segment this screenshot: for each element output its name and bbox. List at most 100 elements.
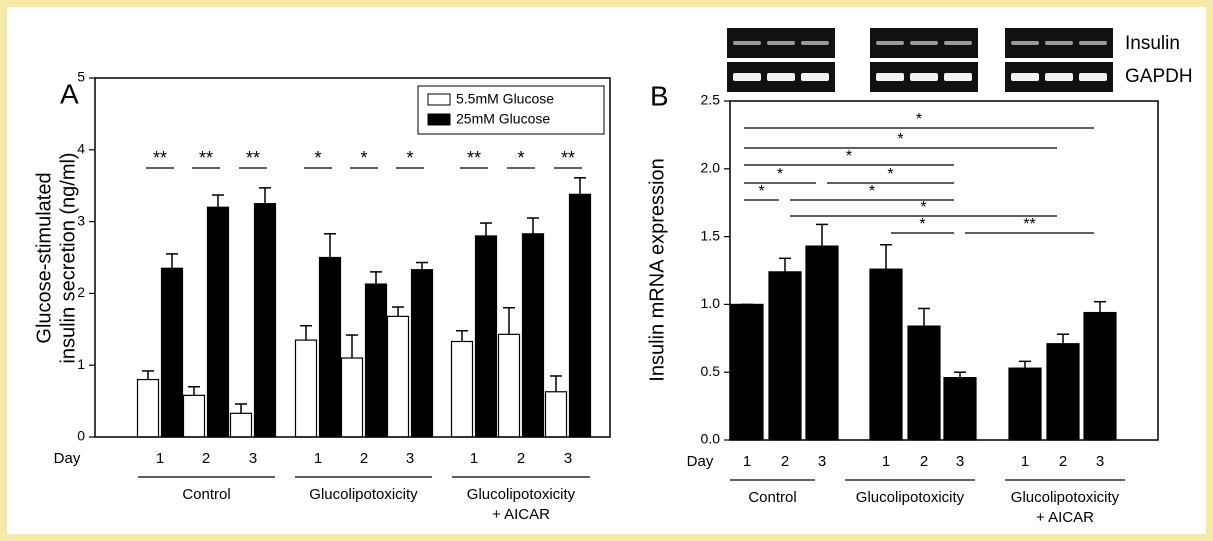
bar — [184, 395, 205, 437]
gel-band — [733, 41, 761, 45]
page: A Glucose-stimulatedinsulin secretion (ng… — [0, 0, 1213, 541]
group-label: Glucolipotoxicity — [309, 486, 418, 503]
bar — [731, 304, 763, 440]
y-tick-label: 4 — [77, 141, 85, 157]
group-label: Control — [182, 486, 230, 503]
gel-band — [1079, 73, 1107, 81]
x-tick-label: 2 — [920, 453, 928, 470]
x-tick-label: 1 — [470, 450, 478, 467]
comparison-label: * — [897, 131, 903, 148]
y-tick-label: 0.0 — [701, 431, 721, 447]
group-label: + AICAR — [492, 506, 550, 523]
bar — [908, 326, 940, 440]
bar — [138, 380, 159, 437]
y-axis-label: Insulin mRNA expression — [646, 158, 668, 381]
legend-label: 5.5mM Glucose — [456, 91, 554, 107]
x-tick-label: 1 — [1021, 453, 1029, 470]
gel-band — [910, 73, 938, 81]
bar — [296, 340, 317, 437]
gel-band — [1011, 41, 1039, 45]
x-tick-label: 2 — [517, 450, 525, 467]
bar — [1009, 368, 1041, 440]
y-tick-label: 1.0 — [701, 295, 721, 311]
x-tick-label: 3 — [818, 453, 826, 470]
bar — [366, 284, 387, 437]
bar — [452, 342, 473, 437]
x-tick-label: 3 — [1096, 453, 1104, 470]
group-label: Control — [748, 489, 796, 506]
comparison-label: * — [919, 216, 925, 233]
x-tick-label: 3 — [564, 450, 572, 467]
x-tick-label: 1 — [156, 450, 164, 467]
significance-label: ** — [199, 148, 213, 168]
x-tick-label: 3 — [406, 450, 414, 467]
x-tick-label: 1 — [882, 453, 890, 470]
comparison-label: * — [920, 199, 926, 216]
significance-label: * — [314, 148, 321, 168]
legend-label: 25mM Glucose — [456, 111, 550, 127]
bar — [476, 236, 497, 437]
y-tick-label: 2.0 — [701, 160, 721, 176]
gel-band — [801, 41, 829, 45]
significance-label: * — [517, 148, 524, 168]
comparison-label: * — [777, 166, 783, 183]
comparison-label: * — [846, 148, 852, 165]
y-axis-label: Glucose-stimulated — [33, 172, 55, 343]
bar — [570, 194, 591, 437]
gel-band — [1079, 41, 1107, 45]
gel-band — [733, 73, 761, 81]
significance-label: * — [360, 148, 367, 168]
bar — [388, 316, 409, 437]
y-tick-label: 1.5 — [701, 227, 721, 243]
comparison-label: * — [887, 166, 893, 183]
y-tick-label: 1 — [77, 356, 85, 372]
x-tick-label: 2 — [781, 453, 789, 470]
y-tick-label: 2.5 — [701, 92, 721, 108]
group-label: Glucolipotoxicity — [1011, 489, 1120, 506]
legend-swatch — [428, 114, 450, 125]
group-label: + AICAR — [1036, 509, 1094, 526]
bar — [412, 270, 433, 437]
gel-band — [876, 73, 904, 81]
bar — [162, 268, 183, 437]
gel-band — [767, 41, 795, 45]
bar — [255, 204, 276, 437]
gel-band — [1011, 73, 1039, 81]
comparison-label: * — [758, 183, 764, 200]
panel-label: A — [60, 78, 79, 109]
gel-label: Insulin — [1125, 33, 1180, 54]
x-tick-label: 3 — [249, 450, 257, 467]
y-axis-label: insulin secretion (ng/ml) — [57, 152, 79, 363]
x-tick-label: 2 — [360, 450, 368, 467]
y-tick-label: 2 — [77, 284, 85, 300]
bar — [208, 207, 229, 437]
gel-band — [767, 73, 795, 81]
day-label: Day — [54, 450, 81, 467]
gel-band — [1045, 73, 1073, 81]
gel-band — [944, 73, 972, 81]
x-tick-label: 1 — [314, 450, 322, 467]
comparison-label: * — [916, 111, 922, 128]
y-tick-label: 0 — [77, 428, 85, 444]
y-tick-label: 3 — [77, 212, 85, 228]
gel-band — [944, 41, 972, 45]
gel-band — [910, 41, 938, 45]
significance-label: ** — [561, 148, 575, 168]
bar — [870, 269, 902, 440]
bar — [769, 272, 801, 440]
x-tick-label: 2 — [1059, 453, 1067, 470]
bar — [231, 413, 252, 437]
day-label: Day — [687, 453, 714, 470]
bar — [806, 246, 838, 440]
legend-swatch — [428, 94, 450, 105]
bar — [499, 334, 520, 437]
y-tick-label: 5 — [77, 69, 85, 85]
panel-label: B — [650, 80, 669, 111]
bar — [546, 392, 567, 437]
y-tick-label: 0.5 — [701, 363, 721, 379]
significance-label: ** — [467, 148, 481, 168]
gel-band — [1045, 41, 1073, 45]
bar — [944, 378, 976, 440]
comparison-label: ** — [1023, 216, 1035, 233]
x-tick-label: 1 — [743, 453, 751, 470]
